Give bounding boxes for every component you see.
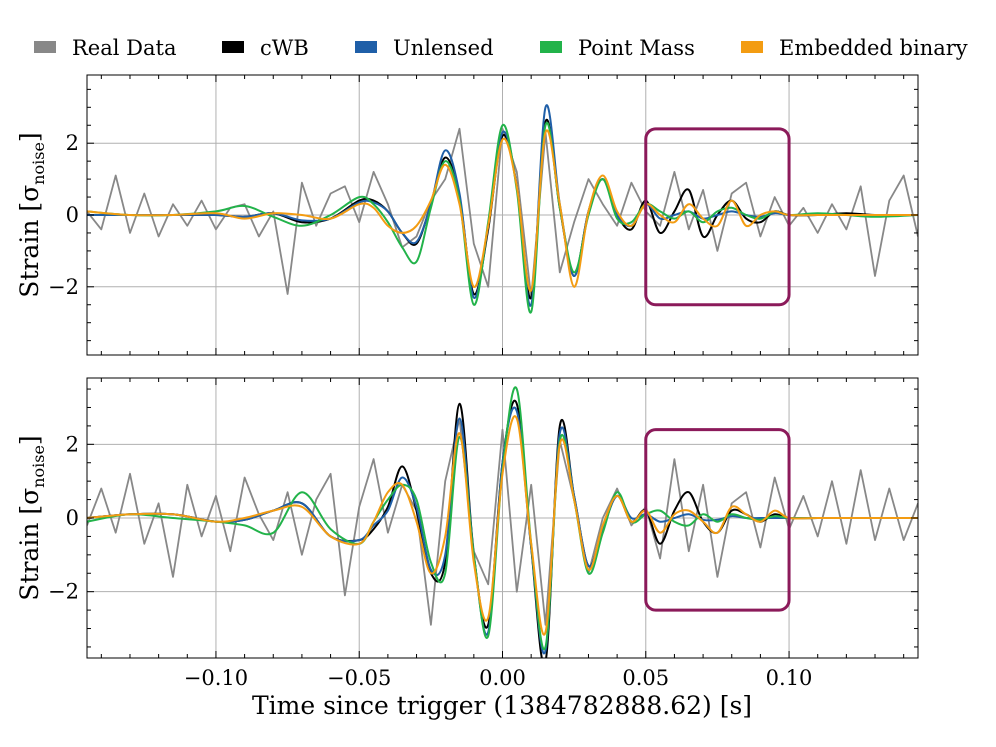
highlight-box-top (644, 127, 791, 307)
ytick-label-bottom: 0 (66, 506, 79, 530)
ytick-label-top: 0 (66, 203, 79, 227)
xtick-label-bottom: 0.00 (479, 666, 526, 690)
legend-label-point-mass: Point Mass (578, 36, 695, 60)
legend-swatch-unlensed (355, 41, 377, 53)
legend-label-embedded-binary: Embedded binary (779, 36, 968, 60)
axes-frame-top (86, 74, 919, 356)
legend-label-unlensed: Unlensed (393, 36, 494, 60)
xtick-label-bottom: −0.05 (327, 666, 391, 690)
highlight-box-rect-bottom (644, 428, 791, 612)
series-line-embedded-binary-bottom (87, 415, 918, 636)
legend-swatch-cwb (222, 41, 244, 53)
yticks-bottom: −2 0 2 (48, 432, 79, 603)
panel-bottom: −2 0 2 −0.10 −0.05 0.00 0.05 0.10 Strain [σnoi… (15, 377, 919, 690)
series-top (87, 104, 918, 314)
highlight-box-bottom (644, 428, 791, 612)
ytick-label-top: 2 (66, 131, 79, 155)
xtick-label-bottom: −0.10 (184, 666, 248, 690)
highlight-box-rect-top (644, 127, 791, 307)
panel-top: −2 0 2 Strain [σnoise] (15, 74, 919, 356)
legend-swatch-real-data (34, 41, 56, 53)
legend: Real Data cWB Unlensed Point Mass Embedded b… (34, 36, 968, 60)
xtick-label-bottom: 0.10 (766, 666, 813, 690)
legend-swatch-embedded-binary (741, 41, 763, 53)
xtick-label-bottom: 0.05 (622, 666, 669, 690)
series-line-embedded-binary-top (87, 129, 918, 292)
xticks-bottom: −0.10 −0.05 0.00 0.05 0.10 (184, 666, 813, 690)
x-axis-label: Time since trigger (1384782888.62) [s] (252, 691, 752, 720)
axes-frame-bottom (86, 377, 919, 659)
ylabel-top: Strain [σnoise] (15, 132, 48, 297)
legend-label-real-data: Real Data (72, 36, 176, 60)
legend-label-cwb: cWB (260, 36, 309, 60)
ylabel-bottom: Strain [σnoise] (15, 435, 48, 600)
legend-swatch-point-mass (540, 41, 562, 53)
ytick-label-bottom: 2 (66, 432, 79, 456)
yticks-top: −2 0 2 (48, 131, 79, 299)
series-bottom (87, 386, 918, 658)
series-line-real-data-bottom (87, 417, 918, 626)
ytick-label-bottom: −2 (48, 580, 79, 604)
ytick-label-top: −2 (48, 275, 79, 299)
